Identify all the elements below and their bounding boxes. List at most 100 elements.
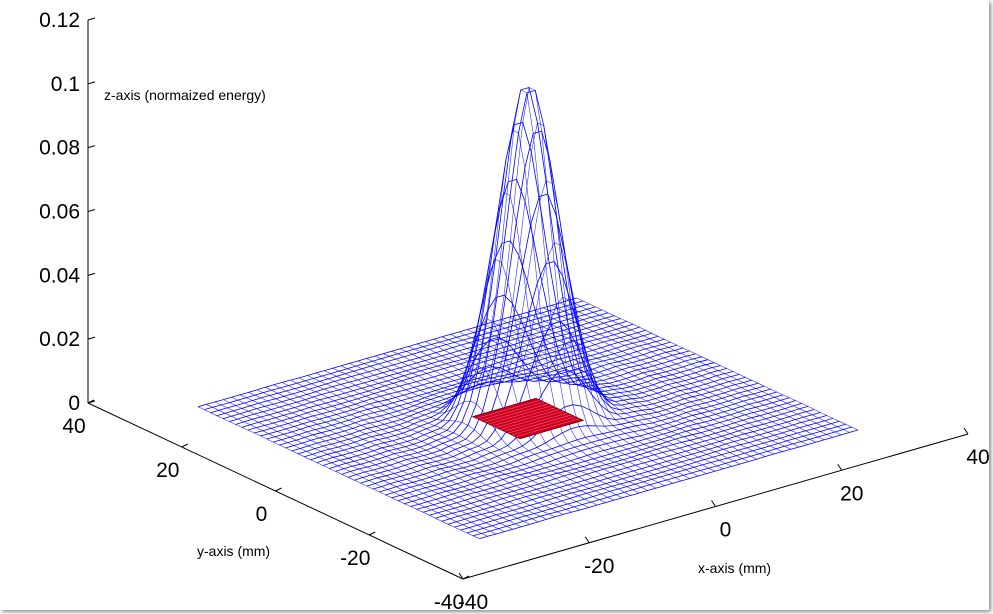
mesh-line-x [447, 415, 827, 525]
x-tick [963, 427, 969, 435]
mesh-line-y [399, 122, 682, 482]
mesh-line-x [341, 89, 721, 475]
mesh-line-y [433, 338, 716, 472]
patch-line [476, 399, 541, 419]
tick-labels: 0 0.02 0.04 0.06 0.08 0.1 0.12 -40 -20 0 20 40 -40 -2… [39, 9, 990, 614]
y-tick-label: -20 [340, 547, 370, 570]
mesh-line-y [568, 300, 850, 433]
x-tick-label: -40 [458, 591, 488, 614]
mesh-line-x [241, 318, 621, 428]
mesh-line-x [435, 409, 815, 519]
surface-mesh [197, 87, 859, 540]
mesh-line-x [391, 388, 771, 499]
mesh-line-y [307, 375, 589, 508]
mesh-line-x [397, 391, 777, 502]
patch-line [508, 414, 572, 434]
mesh-line-y [509, 316, 791, 450]
x-axis-label: x-axis (mm) [698, 560, 771, 576]
mesh-line-y [282, 382, 564, 515]
mesh-line-y [500, 319, 783, 452]
mesh-line-x [429, 406, 809, 516]
mesh-line-y [248, 392, 530, 525]
mesh-line-x [285, 338, 665, 449]
mesh-line-y [475, 326, 758, 460]
patch-line [515, 418, 580, 438]
mesh-line-x [279, 335, 659, 446]
mesh-line-y [416, 242, 699, 477]
patch-line [500, 410, 564, 430]
mesh-line-y [256, 389, 539, 523]
patch-line [511, 416, 576, 436]
patch-line [480, 401, 545, 421]
z-tick [87, 272, 96, 276]
mesh-line-y [197, 406, 480, 539]
x-tick-label: 20 [840, 482, 863, 505]
y-tick [369, 531, 376, 536]
mesh-line-y [576, 297, 859, 431]
mesh-line-x [210, 303, 590, 414]
z-tick-label: 0.04 [39, 264, 80, 287]
mesh-line-y [526, 312, 808, 445]
mesh-line-y [214, 401, 497, 535]
y-tick [275, 487, 282, 492]
mesh-line-x [254, 323, 634, 434]
y-tick-label: -40 [434, 591, 464, 614]
mesh-line-y [332, 367, 615, 501]
patch-line [492, 407, 556, 427]
mesh-line-y [542, 307, 825, 441]
mesh-line-y [298, 377, 581, 511]
mesh-line-x [385, 385, 765, 496]
z-tick [87, 17, 96, 21]
mesh-line-y [383, 89, 665, 486]
z-tick-label: 0.06 [39, 201, 80, 224]
mesh-line-y [467, 329, 749, 462]
mesh-line-x [404, 394, 784, 505]
mesh-line-y [349, 318, 631, 496]
z-tick [87, 209, 96, 212]
mesh-line-x [235, 315, 615, 425]
mesh-line-x [416, 400, 796, 510]
x-tick-label: 40 [966, 446, 989, 469]
mesh-line-y [517, 314, 800, 448]
mesh-line-x [229, 312, 609, 422]
mesh-line-y [265, 387, 547, 520]
patch-line [504, 412, 568, 432]
patch-line [496, 409, 560, 428]
mesh-line-x [441, 412, 821, 522]
mesh-line-y [559, 302, 842, 436]
x-tick-label: 0 [720, 519, 732, 542]
red-patch [471, 397, 585, 440]
mesh-line-x [454, 418, 834, 528]
x-tick [584, 536, 590, 544]
x-tick [458, 572, 464, 580]
z-tick-label: 0.02 [39, 328, 80, 351]
tick-marks [87, 17, 969, 580]
mesh-line-x [460, 420, 840, 531]
mesh-line-y [239, 394, 522, 528]
mesh-line-x [422, 403, 802, 513]
z-axis-label: z-axis (normaized energy) [104, 87, 266, 103]
mesh-line-y [231, 396, 514, 530]
mesh-line-x [410, 397, 790, 507]
axes [87, 20, 969, 580]
mesh-line-x [297, 344, 677, 455]
x-tick [837, 463, 843, 471]
mesh-line-y [492, 321, 774, 455]
mesh-line-x [360, 261, 740, 484]
mesh-line-x [347, 130, 727, 478]
mesh-line-y [425, 296, 707, 474]
z-tick [87, 336, 96, 340]
mesh-line-x [466, 423, 846, 534]
mesh-line-y [357, 259, 640, 494]
mesh-line-x [260, 326, 640, 437]
mesh-line-y [391, 87, 673, 484]
mesh-line-y [324, 370, 606, 503]
mesh-line-x [316, 240, 696, 463]
mesh-line-y [315, 372, 598, 506]
mesh-line-y [458, 331, 741, 465]
z-tick [87, 145, 96, 149]
y-tick [181, 443, 188, 448]
mesh-line-x [472, 426, 852, 537]
mesh-line-y [551, 305, 833, 438]
